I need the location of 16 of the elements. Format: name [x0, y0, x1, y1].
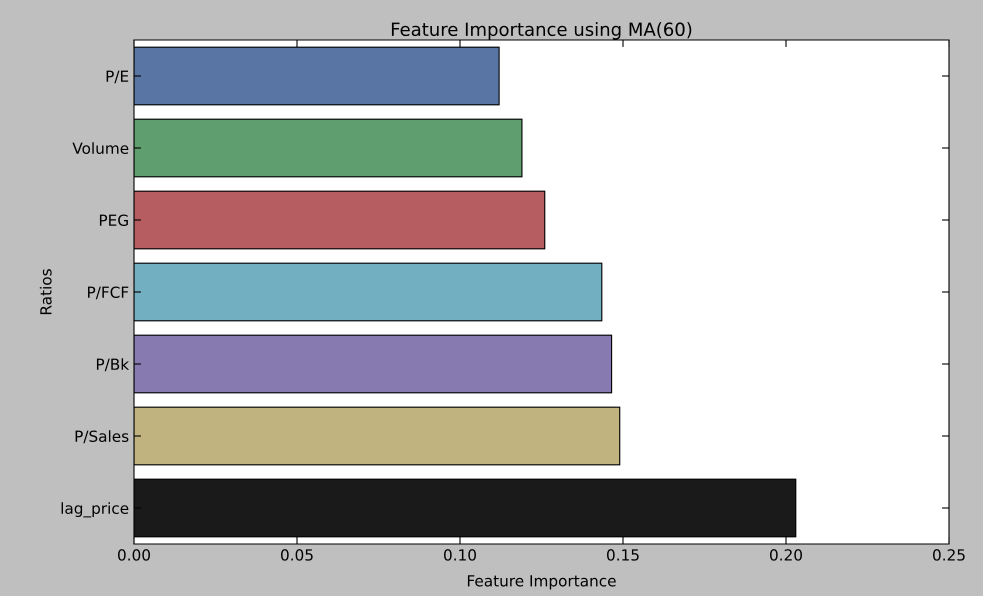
y-tick-label: lag_price: [62, 502, 128, 518]
x-tick-label: 0.10: [444, 549, 476, 561]
x-tick-label: 0.00: [118, 549, 150, 561]
x-tick-label: 0.15: [607, 549, 639, 561]
x-axis-title: Feature Importance: [468, 575, 616, 590]
x-tick-label: 0.25: [933, 549, 965, 561]
chart-title: Feature Importance using MA(60): [392, 22, 692, 40]
y-tick-label: P/Bk: [96, 358, 130, 372]
y-axis-title: Ratios: [40, 269, 52, 314]
y-tick-label: P/Sales: [76, 430, 128, 444]
y-tick-label: P/FCF: [88, 286, 128, 300]
x-tick-label: 0.20: [770, 549, 802, 561]
y-tick-label: PEG: [100, 214, 128, 226]
y-tick-label: Volume: [72, 142, 128, 154]
x-tick-label: 0.05: [281, 549, 313, 561]
y-tick-label: P/E: [106, 70, 128, 84]
